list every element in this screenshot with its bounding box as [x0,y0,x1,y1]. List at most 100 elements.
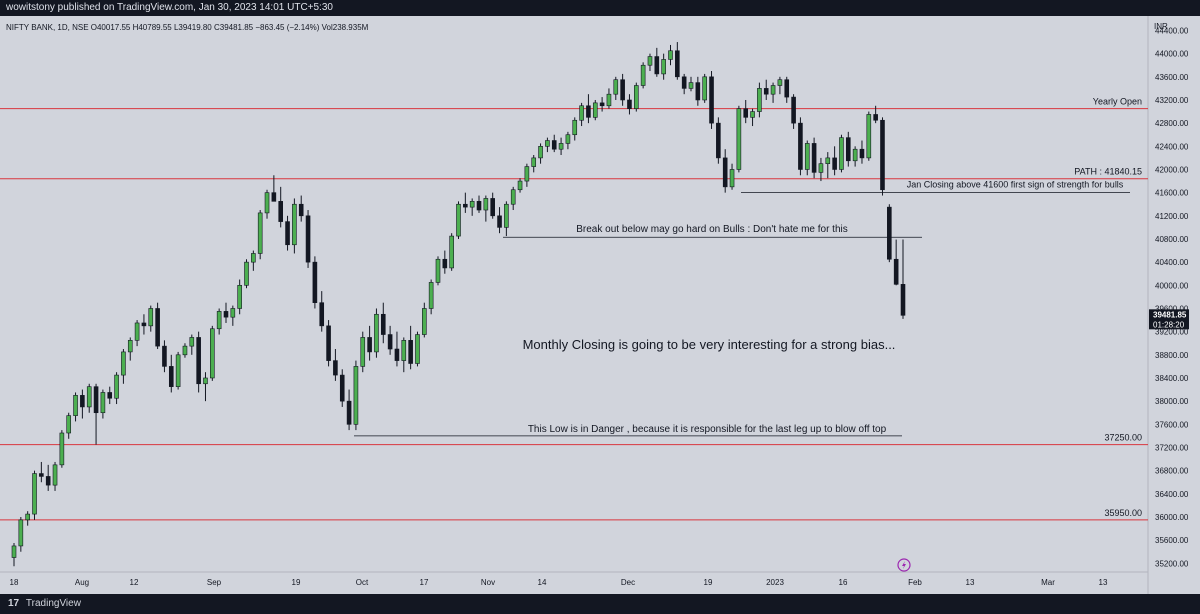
candle-body[interactable] [86,386,92,408]
candle-body[interactable] [114,374,119,399]
candle-body[interactable] [599,102,605,107]
candle-body[interactable] [695,82,701,101]
candle-body[interactable] [216,311,222,330]
candle-body[interactable] [312,261,318,303]
candle-body[interactable] [353,366,359,425]
candle-body[interactable] [750,111,755,118]
candle-body[interactable] [52,464,58,486]
candle-body[interactable] [811,143,817,173]
candle-body[interactable] [339,374,345,402]
candle-body[interactable] [387,334,393,350]
candle-body[interactable] [490,198,495,217]
candle-body[interactable] [257,212,263,254]
candle-body[interactable] [39,473,44,477]
candle-body[interactable] [93,386,99,414]
candle-body[interactable] [675,50,680,78]
candle-body[interactable] [880,119,885,191]
candlestick-chart[interactable]: NIFTY BANK, 1D, NSE O40017.55 H40789.55 … [0,16,1200,594]
candle-body[interactable] [538,146,543,159]
candle-body[interactable] [736,108,742,170]
candle-body[interactable] [476,201,482,211]
candle-body[interactable] [292,203,297,246]
candles[interactable] [11,42,906,567]
candle-body[interactable] [449,235,454,269]
candle-body[interactable] [80,395,85,408]
candle-body[interactable] [681,76,687,89]
candle-body[interactable] [435,258,441,283]
candle-body[interactable] [428,282,434,309]
candle-body[interactable] [900,284,906,316]
candle-body[interactable] [832,157,837,170]
candle-body[interactable] [319,302,325,327]
candle-body[interactable] [592,102,598,118]
candle-body[interactable] [162,345,167,367]
candle-body[interactable] [729,169,735,188]
candle-body[interactable] [763,88,769,95]
candle-body[interactable] [887,206,892,260]
candle-body[interactable] [852,148,858,162]
candle-body[interactable] [702,76,707,101]
candle-body[interactable] [182,345,188,356]
candle-body[interactable] [777,79,783,86]
candle-body[interactable] [784,79,790,98]
candle-body[interactable] [579,105,584,121]
candle-body[interactable] [346,400,352,425]
candle-body[interactable] [770,85,776,95]
candle-body[interactable] [148,308,154,327]
candle-body[interactable] [134,322,140,341]
candle-body[interactable] [757,88,762,112]
candle-body[interactable] [380,313,386,335]
candle-body[interactable] [374,313,379,353]
candle-body[interactable] [620,79,625,101]
candle-body[interactable] [627,99,632,109]
candle-body[interactable] [722,157,728,188]
candle-body[interactable] [524,166,530,182]
candle-body[interactable] [661,59,666,75]
candle-body[interactable] [504,203,509,228]
candle-body[interactable] [606,93,612,107]
candle-body[interactable] [59,432,65,466]
candle-body[interactable] [565,134,571,144]
candle-body[interactable] [189,337,195,347]
candle-body[interactable] [510,189,516,205]
candle-body[interactable] [483,198,489,211]
candle-body[interactable] [633,85,639,109]
candle-body[interactable] [654,56,660,75]
candle-body[interactable] [545,140,550,147]
candle-body[interactable] [845,137,851,162]
chart-area[interactable]: NIFTY BANK, 1D, NSE O40017.55 H40789.55 … [0,16,1200,594]
candle-body[interactable] [45,476,51,486]
candle-body[interactable] [66,415,72,434]
candle-body[interactable] [551,140,557,150]
candle-body[interactable] [230,308,236,318]
candle-body[interactable] [668,50,673,60]
candle-body[interactable] [456,203,461,237]
candle-body[interactable] [415,334,420,364]
candle-body[interactable] [709,76,714,124]
candle-body[interactable] [859,148,865,159]
candle-body[interactable] [804,143,810,170]
candle-body[interactable] [196,337,201,385]
candle-body[interactable] [818,163,824,173]
candle-body[interactable] [32,473,37,515]
candle-body[interactable] [244,261,249,286]
candle-body[interactable] [73,395,78,416]
candle-body[interactable] [100,392,106,414]
candle-body[interactable] [278,201,284,222]
candle-body[interactable] [422,308,427,335]
candle-body[interactable] [839,137,844,170]
candle-body[interactable] [25,513,30,521]
candle-body[interactable] [893,258,899,285]
candle-body[interactable] [873,114,878,121]
candle-body[interactable] [743,108,749,118]
candle-body[interactable] [531,157,537,167]
candle-body[interactable] [107,392,113,399]
candle-body[interactable] [586,105,591,118]
candle-body[interactable] [121,351,126,376]
candle-body[interactable] [613,79,619,95]
candle-body[interactable] [333,360,338,376]
candle-body[interactable] [688,82,694,89]
candle-body[interactable] [210,328,215,379]
candle-body[interactable] [175,354,181,387]
candle-body[interactable] [285,221,290,246]
